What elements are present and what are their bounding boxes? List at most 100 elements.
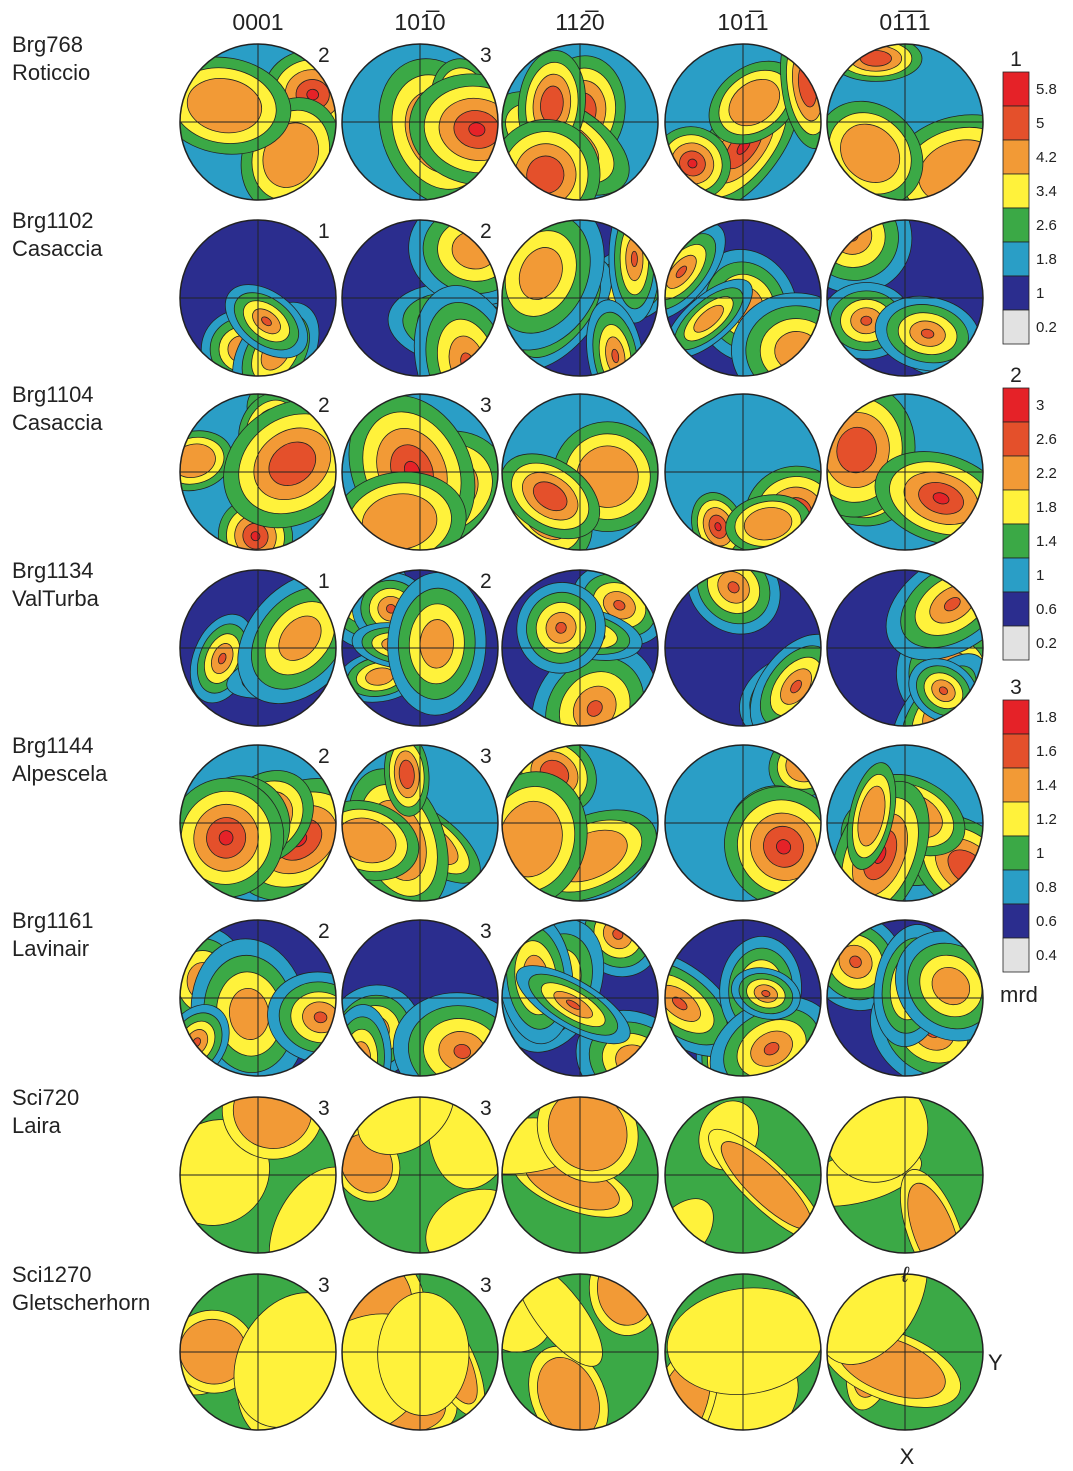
contour [218,652,227,665]
pole-outline [341,744,499,902]
contour [790,679,802,694]
contour [630,250,638,268]
unit-label: mrd [1000,982,1038,1007]
contour [453,1044,471,1059]
pole-outline [501,1273,659,1431]
pole-outline [341,1096,499,1254]
legend-number: 1 [1010,48,1022,71]
scale-ref: 2 [318,745,330,768]
pole-outline [664,744,822,902]
pole-outline [664,1096,822,1254]
contour [675,265,688,279]
contour [714,522,722,532]
legend-swatch [1002,275,1030,311]
locality-name: Laira [12,1113,62,1138]
scale-ref: 3 [318,1097,330,1120]
legend-value: 1.6 [1036,743,1057,760]
legend-swatch [1002,835,1030,871]
contour [313,1011,328,1024]
legend-value: 1.8 [1036,499,1057,516]
contour [532,481,568,512]
pole-figure [180,220,336,376]
scale-ref: 1 [318,220,330,243]
legend-swatch [1002,489,1030,525]
contour [743,507,793,541]
contour [342,817,397,864]
legend-swatch [1002,523,1030,559]
legend-value: 1 [1036,567,1044,584]
axis-label: ℓ [900,1262,909,1287]
legend-value: 5.8 [1036,81,1057,98]
column-header: 101̅1 [717,9,768,35]
sample-name: Brg1102 [12,208,94,233]
pole-figure [502,394,658,550]
pole-outline [664,919,822,1077]
contour [943,597,961,612]
pole-outline [341,919,499,1077]
locality-name: Casaccia [12,410,103,435]
pole-outline [826,393,984,551]
locality-name: ValTurba [12,586,100,611]
legend-swatch [1002,207,1030,243]
contour [932,492,950,505]
legend-swatch [1002,625,1030,661]
locality-name: Casaccia [12,236,103,261]
legend-value: 0.6 [1036,601,1057,618]
contour [687,158,698,169]
pole-figure [180,394,336,550]
pole-outline [179,919,337,1077]
contour [377,1291,470,1416]
pole-outline [664,43,822,201]
pole-figure [665,745,821,901]
legend-value: 4.2 [1036,149,1057,166]
scale-ref: 3 [480,394,492,417]
legend-swatch [1002,767,1030,803]
pole-figure [342,745,498,901]
contour [859,50,892,67]
scale-ref: 2 [480,220,492,243]
legend-value: 1 [1036,845,1044,862]
contour [555,621,567,634]
scale-ref: 3 [318,1274,330,1297]
pole-outline [501,744,659,902]
pole-outline [826,919,984,1077]
scale-ref: 1 [318,570,330,593]
legend-swatch [1002,421,1030,457]
legend-value: 2.6 [1036,431,1057,448]
pole-outline [501,919,659,1077]
legend-value: 0.8 [1036,879,1057,896]
pole-outline [664,1273,822,1431]
pole-figure [502,44,658,200]
pole-outline [826,43,984,201]
pole-outline [826,1273,984,1431]
pole-outline [826,744,984,902]
legend-value: 0.2 [1036,635,1057,652]
contour [840,123,901,183]
locality-name: Gletscherhorn [12,1290,150,1315]
pole-figure [827,920,983,1076]
pole-outline [341,569,499,727]
contour [693,304,724,333]
legend-value: 5 [1036,115,1044,132]
column-header: 01̅1̅1 [879,9,930,35]
sample-name: Sci720 [12,1085,79,1110]
legend-swatch [1002,139,1030,175]
contour [611,348,620,364]
legend-swatch [1002,309,1030,345]
sample-name: Brg1161 [12,908,94,933]
contour [857,785,886,847]
scale-ref: 2 [318,394,330,417]
legend-value: 1.4 [1036,533,1057,550]
sample-name: Brg1134 [12,558,94,583]
contour [849,955,862,969]
legend-swatch [1002,591,1030,627]
pole-figure [180,570,336,726]
scale-ref: 3 [480,745,492,768]
contour [727,581,740,594]
legend-swatch [1002,71,1030,107]
contour [776,839,792,855]
sample-name: Brg1104 [12,382,94,407]
column-header: 101̅0 [394,9,445,35]
contour [278,615,322,661]
